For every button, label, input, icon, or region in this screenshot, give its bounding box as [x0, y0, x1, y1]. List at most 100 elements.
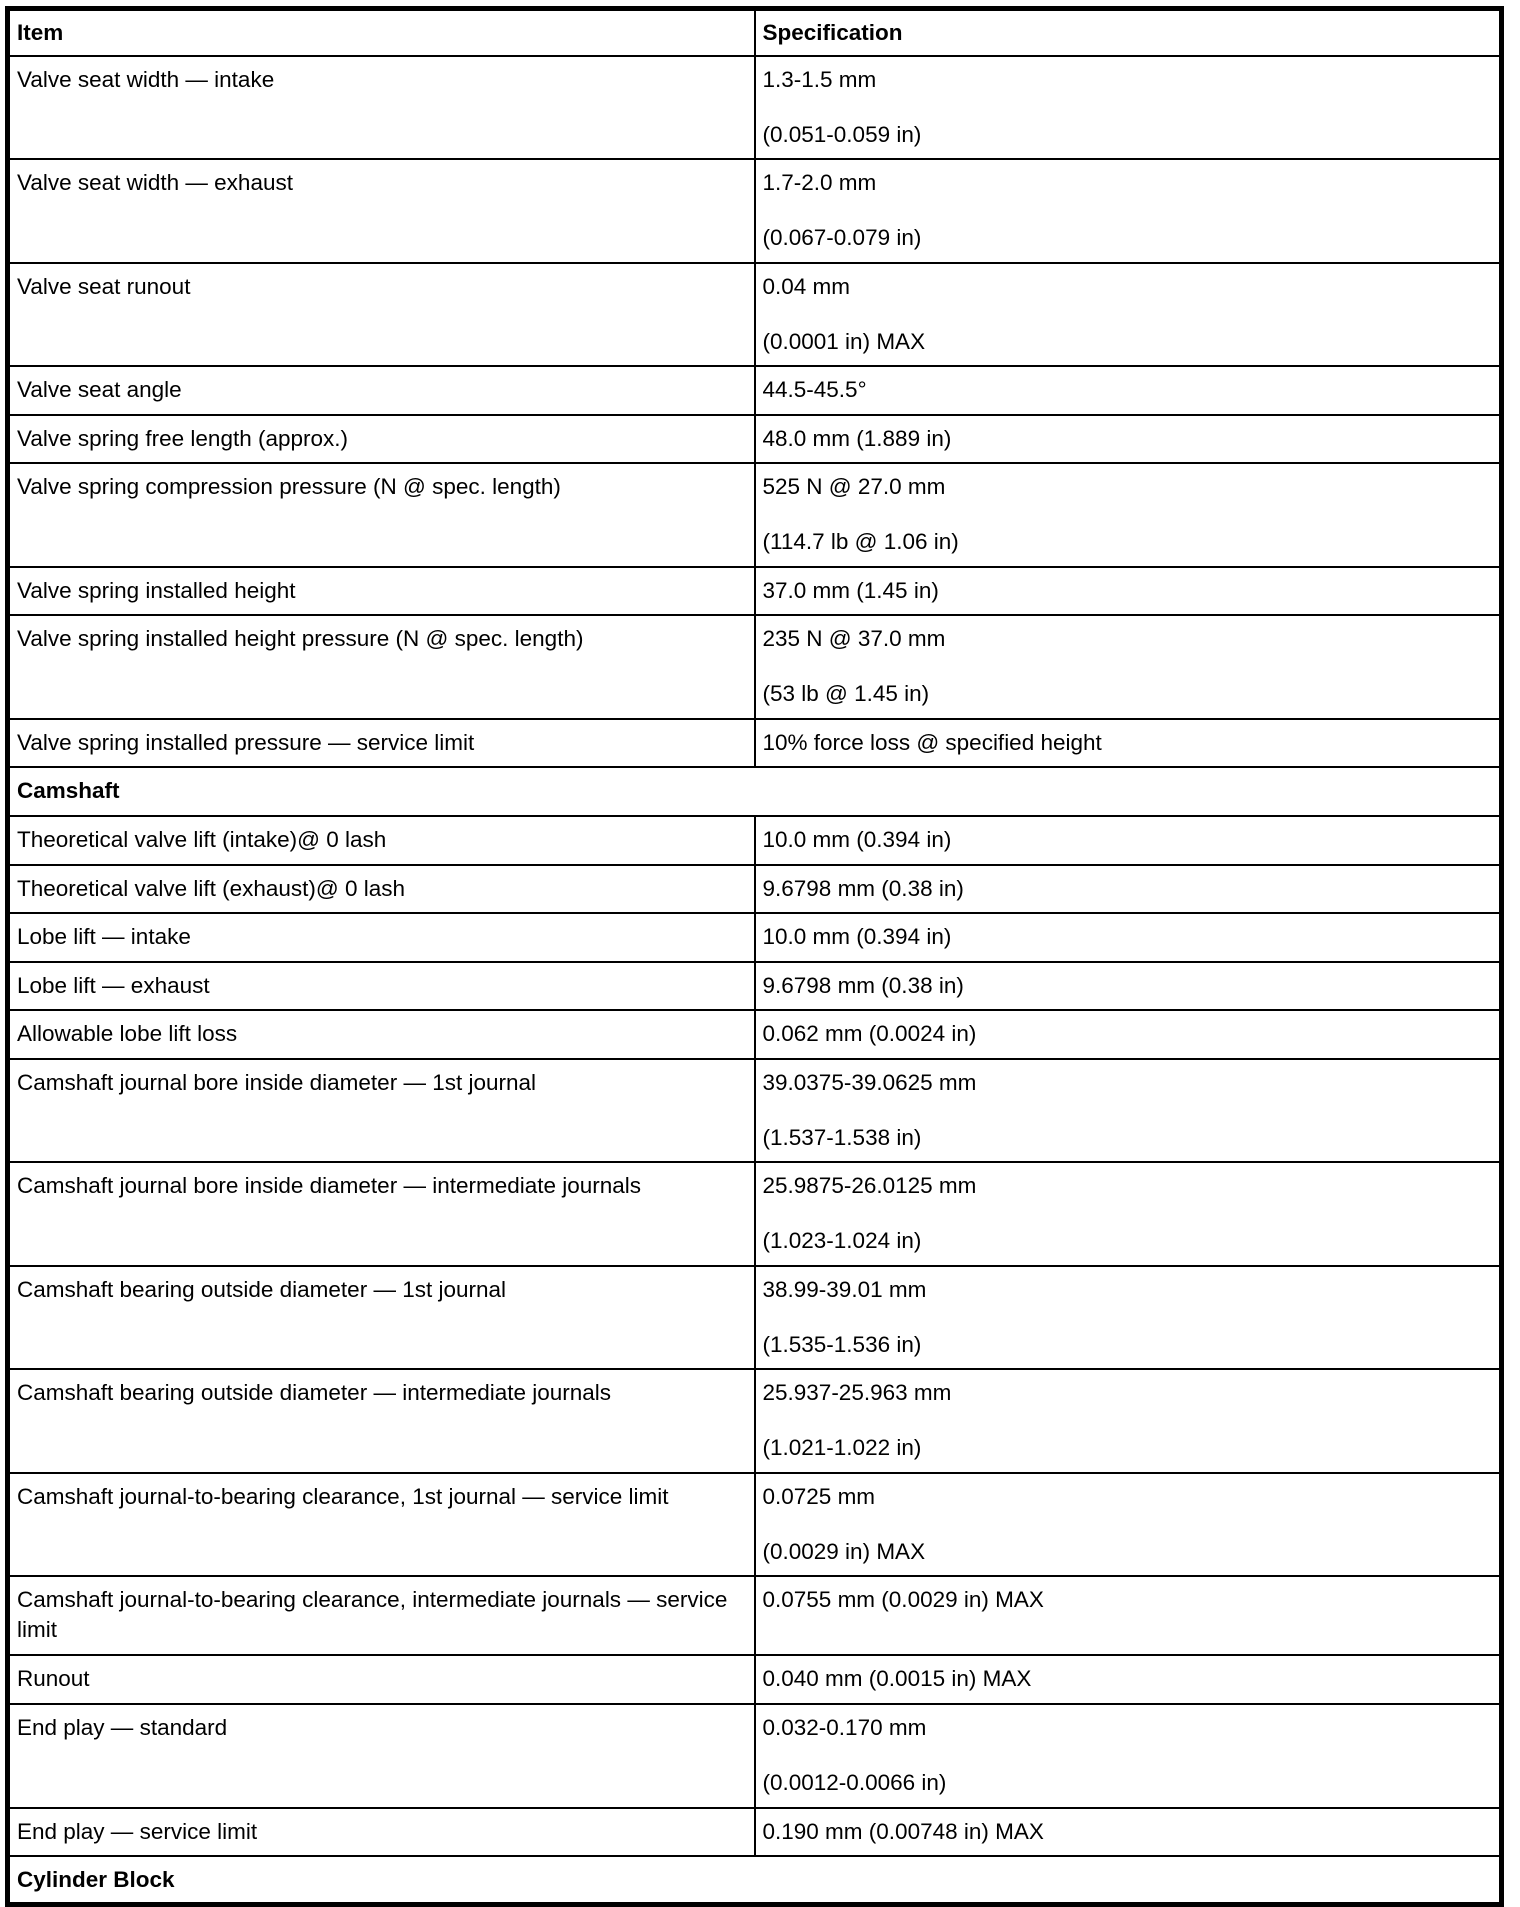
spec-value: 235 N @ 37.0 mm: [762, 626, 946, 652]
spec-value: 10.0 mm (0.394 in): [762, 924, 952, 950]
table-row: Valve seat width — exhaust 1.7-2.0 mm (0.0…: [6, 158, 1503, 264]
item-cell: Valve spring installed pressure — servic…: [6, 717, 756, 769]
specification-cell: 39.0375-39.0625 mm (1.537-1.538 in): [753, 1057, 1503, 1164]
column-header-item: Item: [6, 7, 756, 57]
spec-value: 1.7-2.0 mm: [762, 170, 877, 195]
item-cell: Valve spring free length (approx.): [6, 413, 756, 465]
specification-cell: 10% force loss @ specified height: [753, 717, 1503, 769]
item-cell: Lobe lift — intake: [6, 912, 756, 963]
item-cell: Theoretical valve lift (exhaust)@ 0 lash: [6, 863, 756, 915]
spec-value: 38.99-39.01 mm: [762, 1276, 927, 1302]
item-cell: Valve seat width — exhaust: [6, 158, 756, 264]
table-row: Valve seat runout 0.04 mm (0.0001 in) MAX: [6, 261, 1503, 367]
table-row: Valve spring free length (approx.) 48.0 m…: [6, 413, 1503, 465]
table-row: Camshaft journal-to-bearing clearance, 1…: [6, 1471, 1503, 1578]
table-row: Camshaft journal bore inside diameter — …: [6, 1057, 1503, 1164]
specification-cell: 48.0 mm (1.889 in): [753, 413, 1503, 465]
section-title: Camshaft: [6, 766, 1503, 817]
spec-value: 0.032-0.170 mm: [762, 1715, 927, 1741]
specification-cell: 0.04 mm (0.0001 in) MAX: [753, 261, 1503, 367]
specification-cell: 0.190 mm (0.00748 in) MAX: [753, 1806, 1503, 1858]
specification-cell: 10.0 mm (0.394 in): [753, 814, 1503, 866]
item-cell: Lobe lift — exhaust: [6, 960, 756, 1012]
table-row: Lobe lift — exhaust 9.6798 mm (0.38 in): [6, 960, 1503, 1012]
table-row: Valve spring installed pressure — servic…: [6, 717, 1503, 769]
spec-imperial: (1.021-1.022 in): [762, 1435, 922, 1461]
item-cell: Allowable lobe lift loss: [6, 1009, 756, 1060]
item-cell: Camshaft bearing outside diameter — 1st …: [6, 1264, 756, 1371]
specification-cell: 37.0 mm (1.45 in): [753, 565, 1503, 617]
spec-value: 37.0 mm (1.45 in): [762, 577, 939, 603]
item-cell: Camshaft journal-to-bearing clearance, 1…: [6, 1471, 756, 1578]
spec-imperial: (0.067-0.079 in): [762, 225, 922, 250]
item-cell: Valve seat angle: [6, 365, 756, 416]
specification-cell: 25.937-25.963 mm (1.021-1.022 in): [753, 1368, 1503, 1474]
specification-cell: 0.040 mm (0.0015 in) MAX: [753, 1654, 1503, 1706]
item-cell: Valve seat runout: [6, 261, 756, 367]
spec-imperial: (53 lb @ 1.45 in): [762, 681, 930, 707]
spec-value: 0.040 mm (0.0015 in) MAX: [762, 1666, 1032, 1692]
table-row: End play — service limit 0.190 mm (0.0074…: [6, 1806, 1503, 1858]
table-row: Camshaft journal-to-bearing clearance, i…: [6, 1575, 1503, 1657]
specification-cell: 25.9875-26.0125 mm (1.023-1.024 in): [753, 1161, 1503, 1267]
table-row: Valve seat angle 44.5-45.5°: [6, 365, 1503, 416]
specification-cell: 0.0725 mm (0.0029 in) MAX: [753, 1471, 1503, 1578]
spec-imperial: (114.7 lb @ 1.06 in): [762, 529, 959, 555]
table-row: Theoretical valve lift (exhaust)@ 0 lash…: [6, 863, 1503, 915]
spec-value: 44.5-45.5°: [762, 377, 867, 402]
spec-value: 0.190 mm (0.00748 in) MAX: [762, 1818, 1044, 1844]
specification-cell: 1.3-1.5 mm (0.051-0.059 in): [753, 54, 1503, 160]
spec-imperial: (0.0029 in) MAX: [762, 1538, 926, 1564]
spec-value: 48.0 mm (1.889 in): [762, 425, 952, 451]
specification-cell: 0.062 mm (0.0024 in): [753, 1009, 1503, 1060]
table-row: Camshaft journal bore inside diameter — …: [6, 1161, 1503, 1267]
table-header-row: Item Specification: [6, 7, 1503, 57]
specification-cell: 9.6798 mm (0.38 in): [753, 960, 1503, 1012]
column-header-specification: Specification: [753, 7, 1503, 57]
table-row: Valve spring installed height pressure (…: [6, 614, 1503, 720]
item-cell: Camshaft journal bore inside diameter — …: [6, 1057, 756, 1164]
specification-table: Item Specification Valve seat width — in…: [5, 6, 1504, 1907]
section-title: Cylinder Block: [6, 1855, 1503, 1906]
spec-imperial: (1.537-1.538 in): [762, 1124, 922, 1150]
spec-value: 10% force loss @ specified height: [762, 729, 1102, 755]
item-cell: End play — service limit: [6, 1806, 756, 1858]
spec-value: 25.9875-26.0125 mm: [762, 1173, 977, 1199]
specification-cell: 235 N @ 37.0 mm (53 lb @ 1.45 in): [753, 614, 1503, 720]
spec-value: 0.0725 mm: [762, 1483, 876, 1509]
specification-cell: 525 N @ 27.0 mm (114.7 lb @ 1.06 in): [753, 462, 1503, 568]
spec-imperial: (1.535-1.536 in): [762, 1331, 922, 1357]
specification-cell: 0.0755 mm (0.0029 in) MAX: [753, 1575, 1503, 1657]
item-cell: Camshaft journal-to-bearing clearance, i…: [6, 1575, 756, 1657]
table-row: Valve spring installed height 37.0 mm (1.…: [6, 565, 1503, 617]
item-cell: Theoretical valve lift (intake)@ 0 lash: [6, 814, 756, 866]
spec-value: 0.0755 mm (0.0029 in) MAX: [762, 1587, 1044, 1613]
specification-cell: 1.7-2.0 mm (0.067-0.079 in): [753, 158, 1503, 264]
table-row: Lobe lift — intake 10.0 mm (0.394 in): [6, 912, 1503, 963]
table-row: Allowable lobe lift loss 0.062 mm (0.0024…: [6, 1009, 1503, 1060]
item-cell: Valve spring compression pressure (N @ s…: [6, 462, 756, 568]
spec-value: 9.6798 mm (0.38 in): [762, 875, 964, 901]
spec-imperial: (0.0001 in) MAX: [762, 328, 926, 354]
item-cell: Valve spring installed height: [6, 565, 756, 617]
specification-cell: 10.0 mm (0.394 in): [753, 912, 1503, 963]
table-row: Theoretical valve lift (intake)@ 0 lash 1…: [6, 814, 1503, 866]
specification-cell: 9.6798 mm (0.38 in): [753, 863, 1503, 915]
item-cell: Valve seat width — intake: [6, 54, 756, 160]
table-row: Valve seat width — intake 1.3-1.5 mm (0.05…: [6, 54, 1503, 160]
item-cell: Valve spring installed height pressure (…: [6, 614, 756, 720]
spec-value: 9.6798 mm (0.38 in): [762, 972, 964, 998]
spec-value: 0.062 mm (0.0024 in): [762, 1021, 977, 1047]
item-cell: Runout: [6, 1654, 756, 1706]
specification-cell: 0.032-0.170 mm (0.0012-0.0066 in): [753, 1703, 1503, 1809]
section-header-row: Cylinder Block: [6, 1855, 1503, 1906]
table-row: Valve spring compression pressure (N @ s…: [6, 462, 1503, 568]
spec-value: 25.937-25.963 mm: [762, 1380, 952, 1406]
spec-value: 10.0 mm (0.394 in): [762, 826, 952, 852]
spec-imperial: (1.023-1.024 in): [762, 1228, 922, 1254]
item-cell: Camshaft bearing outside diameter — inte…: [6, 1368, 756, 1474]
item-cell: End play — standard: [6, 1703, 756, 1809]
spec-value: 1.3-1.5 mm: [762, 66, 877, 92]
specification-cell: 44.5-45.5°: [753, 365, 1503, 416]
table-row: Camshaft bearing outside diameter — inte…: [6, 1368, 1503, 1474]
